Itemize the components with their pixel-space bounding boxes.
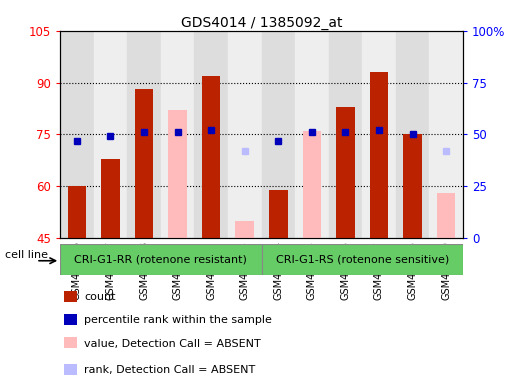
Bar [94,31,127,238]
Bar [202,76,220,238]
Bar [67,186,86,238]
Text: count: count [84,292,116,302]
Bar [60,244,262,275]
Bar [437,193,456,238]
Bar [328,31,362,238]
Bar [295,31,328,238]
Bar [336,107,355,238]
Bar [64,314,77,325]
Text: CRI-G1-RS (rotenone sensitive): CRI-G1-RS (rotenone sensitive) [276,254,449,264]
Text: cell line: cell line [5,250,48,260]
Title: GDS4014 / 1385092_at: GDS4014 / 1385092_at [181,16,342,30]
Text: percentile rank within the sample: percentile rank within the sample [84,315,272,325]
Bar [303,131,321,238]
Bar [262,244,463,275]
Bar [127,31,161,238]
Bar [101,159,120,238]
Bar [396,31,429,238]
Bar [135,89,153,238]
Text: CRI-G1-RR (rotenone resistant): CRI-G1-RR (rotenone resistant) [74,254,247,264]
Bar [64,291,77,301]
Bar [60,31,94,238]
Text: value, Detection Call = ABSENT: value, Detection Call = ABSENT [84,339,261,349]
Bar [403,134,422,238]
Bar [228,31,262,238]
Bar [161,31,195,238]
Bar [235,221,254,238]
Text: rank, Detection Call = ABSENT: rank, Detection Call = ABSENT [84,365,255,375]
Bar [370,72,388,238]
Bar [168,110,187,238]
Bar [64,338,77,348]
Bar [269,190,288,238]
Bar [362,31,396,238]
Bar [64,364,77,375]
Bar [262,31,295,238]
Bar [195,31,228,238]
Bar [429,31,463,238]
